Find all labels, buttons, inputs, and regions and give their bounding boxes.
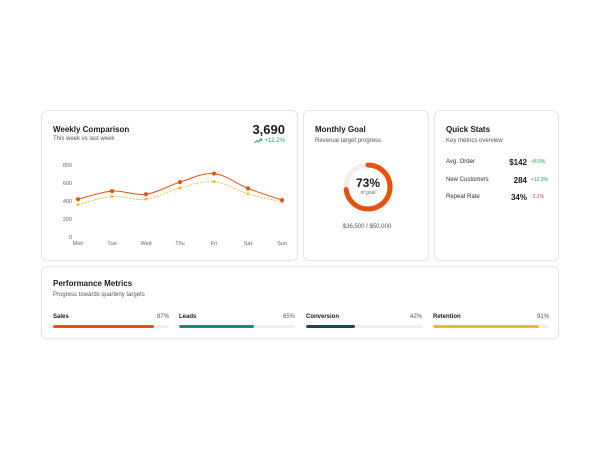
- y-tick-label: 600: [63, 181, 72, 187]
- metric-progress-fill: [179, 325, 255, 328]
- metric-name: Leads: [179, 314, 197, 320]
- stat-row-repeat-rate: Repeat Rate 34% -2.1%: [446, 192, 550, 202]
- metric-percent: 65%: [282, 314, 295, 320]
- series-line-last_week: [77, 181, 283, 206]
- trend-up-icon: [254, 138, 263, 144]
- stat-label: Avg. Order: [446, 159, 475, 165]
- stat-change: +8.5%: [531, 159, 546, 165]
- goal-donut-ring: [343, 162, 393, 212]
- y-tick-label: 0: [69, 235, 72, 241]
- goal-amount: $36,500 / $50,000: [342, 224, 392, 230]
- metric-retention: Retention 91%: [433, 314, 549, 328]
- monthly-goal-card: Monthly Goal Revenue target progress 73%…: [303, 110, 429, 261]
- performance-metrics-card: Performance Metrics Progress towards qua…: [41, 266, 559, 339]
- x-tick-label: Wed: [140, 241, 151, 247]
- data-point-this_week: [177, 180, 183, 185]
- stat-change: +12.3%: [531, 177, 549, 183]
- x-tick-label: Thu: [175, 241, 184, 247]
- stat-label: New Customers: [446, 177, 489, 183]
- stat-label: Repeat Rate: [446, 194, 480, 200]
- y-tick-label: 800: [63, 163, 72, 169]
- metric-progress-track: [179, 325, 295, 328]
- metric-leads: Leads 65%: [179, 314, 295, 328]
- data-point-last_week: [212, 180, 216, 184]
- metric-percent: 91%: [536, 314, 549, 320]
- metric-progress-track: [306, 325, 422, 328]
- metric-name: Retention: [433, 314, 461, 320]
- metric-progress-track: [433, 325, 549, 328]
- metric-conversion: Conversion 42%: [306, 314, 422, 328]
- data-point-this_week: [245, 186, 251, 191]
- metric-sales: Sales 87%: [53, 314, 169, 328]
- data-point-this_week: [143, 192, 149, 197]
- x-tick-label: Sun: [277, 241, 287, 247]
- data-point-last_week: [178, 186, 182, 190]
- quick-subtitle: Key metrics overview: [446, 138, 503, 144]
- stat-row-new-customers: New Customers 284 +12.3%: [446, 175, 550, 185]
- metric-percent: 87%: [156, 314, 169, 320]
- x-tick-label: Fri: [211, 241, 217, 247]
- data-point-this_week: [109, 189, 115, 194]
- metric-progress-fill: [306, 325, 355, 328]
- weekly-subtitle: This week vs last week: [53, 136, 115, 142]
- quick-title: Quick Stats: [446, 125, 491, 134]
- metric-progress-fill: [53, 325, 154, 328]
- stat-value: 34%: [510, 192, 527, 202]
- metric-name: Sales: [53, 314, 69, 320]
- x-tick-label: Tue: [107, 241, 116, 247]
- metric-progress-fill: [433, 325, 539, 328]
- goal-donut: 73% of goal: [340, 159, 396, 215]
- goal-percent-sub: of goal: [360, 190, 376, 196]
- perf-title: Performance Metrics: [53, 279, 133, 288]
- goal-subtitle: Revenue target progress: [315, 138, 382, 144]
- goal-percent: 73%: [355, 176, 381, 190]
- stat-row-avg-order: Avg. Order $142 +8.5%: [446, 157, 550, 167]
- y-tick-label: 400: [63, 199, 72, 205]
- y-tick-label: 200: [63, 217, 72, 223]
- data-point-this_week: [211, 171, 217, 176]
- goal-title: Monthly Goal: [315, 125, 366, 134]
- goal-ring-progress: [343, 162, 393, 212]
- stat-change: -2.1%: [531, 194, 545, 200]
- x-tick-label: Sat: [244, 241, 253, 247]
- stat-value: $142: [509, 157, 527, 167]
- data-point-last_week: [76, 203, 80, 206]
- weekly-delta: +12.2%: [254, 138, 285, 144]
- data-point-last_week: [144, 197, 148, 201]
- weekly-delta-value: +12.2%: [264, 138, 285, 144]
- data-point-this_week: [75, 197, 81, 202]
- data-point-last_week: [110, 195, 114, 198]
- data-point-last_week: [246, 192, 250, 196]
- metric-progress-track: [53, 325, 169, 328]
- metric-name: Conversion: [306, 314, 340, 320]
- stat-value: 284: [513, 175, 527, 185]
- weekly-comparison-card: Weekly Comparison This week vs last week…: [41, 110, 298, 261]
- perf-subtitle: Progress towards quarterly targets: [53, 292, 145, 298]
- weekly-title: Weekly Comparison: [53, 125, 130, 134]
- quick-stats-card: Quick Stats Key metrics overview Avg. Or…: [434, 110, 559, 261]
- x-tick-label: Mon: [73, 241, 84, 247]
- data-point-this_week: [279, 198, 285, 203]
- weekly-total: 3,690: [252, 122, 285, 137]
- metric-percent: 42%: [409, 314, 422, 320]
